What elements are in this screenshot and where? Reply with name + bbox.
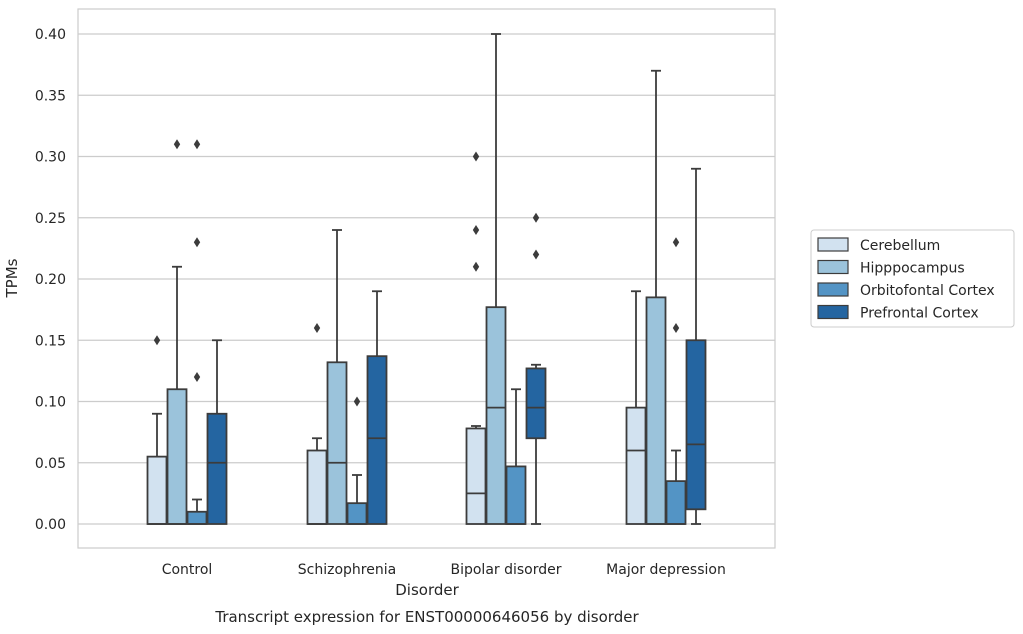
box-prefrontal-cortex xyxy=(525,212,547,525)
box-cerebellum xyxy=(625,290,647,525)
box-prefrontal-cortex xyxy=(685,167,707,525)
outlier-point xyxy=(532,212,540,223)
box-orbitofontal-cortex xyxy=(505,388,527,525)
y-tick-label: 0.15 xyxy=(35,333,66,349)
box-hipppocampus xyxy=(645,69,667,525)
box-iqr xyxy=(665,480,687,525)
outlier-point xyxy=(353,396,361,407)
y-tick-label: 0.40 xyxy=(35,27,66,43)
y-tick-label: 0.25 xyxy=(35,211,66,227)
legend-label: Orbitofontal Cortex xyxy=(860,283,995,299)
chart-caption: Transcript expression for ENST0000064605… xyxy=(214,608,639,626)
y-tick-label: 0.05 xyxy=(35,456,66,472)
box-iqr xyxy=(485,306,507,525)
y-axis-ticks: 0.00 0.05 0.10 0.15 0.20 0.25 0.30 0.35 0.40 xyxy=(35,27,66,533)
box-hipppocampus xyxy=(166,139,188,525)
box-iqr xyxy=(625,406,647,525)
box-iqr xyxy=(146,455,168,525)
outlier-point xyxy=(313,323,321,333)
box-cerebellum xyxy=(465,151,487,525)
x-tick-label: Control xyxy=(162,562,213,578)
x-axis-title: Disorder xyxy=(395,581,459,599)
y-tick-label: 0.30 xyxy=(35,150,66,166)
legend-swatch xyxy=(817,259,849,275)
y-tick-label: 0.00 xyxy=(35,517,66,533)
box-cerebellum xyxy=(306,323,328,525)
outlier-point xyxy=(153,335,161,346)
outlier-point xyxy=(193,139,201,150)
outlier-point xyxy=(672,323,680,333)
box-series-group xyxy=(146,33,707,525)
legend-label: Cerebellum xyxy=(860,238,940,254)
x-tick-label: Bipolar disorder xyxy=(450,562,561,578)
legend-swatch xyxy=(817,304,849,320)
y-tick-label: 0.10 xyxy=(35,395,66,411)
legend-frame xyxy=(810,229,1015,328)
legend-swatch xyxy=(817,282,849,297)
box-prefrontal-cortex xyxy=(206,339,228,525)
box-iqr xyxy=(465,427,487,525)
legend-label: Prefrontal Cortex xyxy=(860,306,979,322)
outlier-point xyxy=(472,261,480,272)
box-orbitofontal-cortex xyxy=(186,139,208,525)
box-iqr xyxy=(505,465,527,525)
plot-area-frame xyxy=(77,8,776,549)
y-tick-label: 0.35 xyxy=(35,88,66,104)
box-cerebellum xyxy=(146,335,168,525)
box-iqr xyxy=(206,412,228,525)
x-axis-ticks: Control Schizophrenia Bipolar disorder Majo… xyxy=(162,562,726,578)
y-tick-label: 0.20 xyxy=(35,272,66,288)
box-iqr xyxy=(306,449,328,525)
box-iqr xyxy=(186,510,208,525)
legend-swatch xyxy=(817,237,849,252)
y-axis-title: TPMs xyxy=(3,258,21,298)
box-iqr xyxy=(166,388,188,525)
outlier-point xyxy=(173,139,181,150)
outlier-point xyxy=(193,237,201,248)
box-iqr xyxy=(326,361,348,525)
legend: Cerebellum Hipppocampus Orbitofontal Corte… xyxy=(810,229,1015,328)
box-iqr xyxy=(346,502,368,525)
box-hipppocampus xyxy=(326,229,348,525)
outlier-point xyxy=(472,225,480,235)
box-iqr xyxy=(685,339,707,511)
legend-label: Hipppocampus xyxy=(860,261,965,277)
outlier-point xyxy=(672,237,680,248)
box-prefrontal-cortex xyxy=(366,290,388,525)
box-hipppocampus xyxy=(485,33,507,525)
outlier-point xyxy=(472,151,480,162)
box-orbitofontal-cortex xyxy=(665,237,687,525)
x-tick-label: Schizophrenia xyxy=(298,562,396,578)
box-orbitofontal-cortex xyxy=(346,396,368,525)
outlier-point xyxy=(532,249,540,260)
x-tick-label: Major depression xyxy=(606,562,726,578)
box-iqr xyxy=(525,367,547,440)
outlier-point xyxy=(193,372,201,382)
box-iqr xyxy=(366,355,388,525)
box-iqr xyxy=(645,296,667,525)
